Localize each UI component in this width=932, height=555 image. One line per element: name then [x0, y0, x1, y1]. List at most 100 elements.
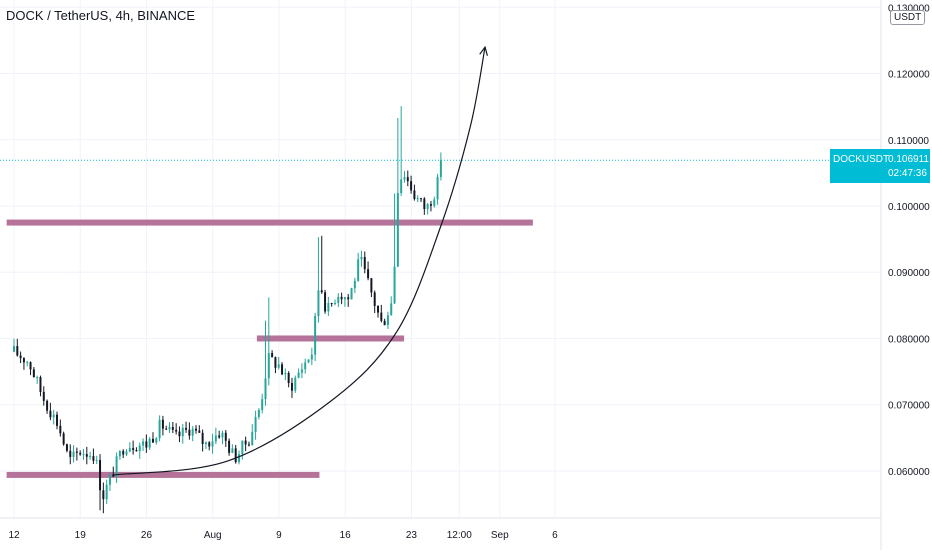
candle — [16, 346, 19, 356]
candle — [105, 484, 108, 500]
candle — [317, 290, 320, 317]
candle — [168, 426, 171, 430]
candle — [36, 377, 39, 379]
candle — [118, 450, 121, 457]
candle — [171, 426, 174, 430]
candle — [62, 433, 65, 445]
candle — [337, 296, 340, 303]
candle — [234, 448, 237, 463]
candle — [79, 452, 82, 455]
x-tick-label: 6 — [552, 530, 558, 541]
candle — [122, 450, 125, 455]
candle — [82, 454, 85, 456]
candle — [347, 297, 350, 300]
candle — [324, 292, 327, 312]
candle — [400, 179, 403, 194]
candle — [304, 362, 307, 370]
candle — [128, 448, 131, 452]
candle — [373, 292, 376, 306]
candle — [175, 429, 178, 432]
candle — [102, 490, 105, 500]
candle — [155, 438, 158, 443]
support-line — [6, 471, 320, 478]
candle — [320, 290, 323, 293]
x-tick-label: 16 — [340, 530, 352, 541]
candle — [426, 204, 429, 210]
candle — [247, 444, 250, 446]
candle — [380, 312, 383, 321]
candle — [353, 280, 356, 289]
candle — [52, 414, 55, 418]
candle — [211, 441, 214, 447]
candle — [423, 198, 426, 210]
candle — [49, 410, 52, 418]
candle — [132, 448, 135, 451]
y-tick-label: 0.080000 — [888, 334, 930, 345]
candle — [161, 419, 164, 429]
candle — [29, 362, 32, 370]
candle — [390, 303, 393, 316]
candle — [46, 400, 49, 411]
candle — [281, 364, 284, 375]
candle — [363, 257, 366, 270]
currency-badge[interactable]: USDT — [890, 10, 926, 25]
y-tick-label: 0.130000 — [888, 3, 930, 14]
candle — [115, 456, 118, 477]
candle — [410, 181, 413, 191]
candle — [251, 431, 254, 446]
candle — [314, 316, 317, 355]
candle — [65, 444, 68, 451]
x-tick-label: 19 — [75, 530, 87, 541]
last-price-label: 0.106911 — [888, 154, 929, 165]
candle — [135, 450, 138, 452]
candle — [125, 451, 128, 455]
y-tick-label: 0.090000 — [888, 268, 930, 279]
candle — [406, 177, 409, 182]
candle — [433, 199, 436, 206]
candle — [290, 383, 293, 391]
candle — [201, 432, 204, 445]
candle — [403, 177, 406, 180]
candle — [241, 440, 244, 455]
x-tick-label: 23 — [406, 530, 418, 541]
candle — [350, 288, 353, 300]
candle — [145, 441, 148, 448]
x-tick-label: 12 — [8, 530, 20, 541]
countdown-label: 02:47:36 — [888, 168, 927, 179]
candle — [112, 474, 115, 477]
candle — [42, 391, 45, 401]
candle — [19, 355, 22, 359]
candle — [32, 369, 35, 378]
candle — [95, 460, 98, 462]
candle — [244, 440, 247, 445]
candle — [261, 399, 264, 410]
candle — [300, 369, 303, 373]
x-tick-label: Sep — [491, 530, 509, 541]
candle — [218, 435, 221, 438]
symbol-label: DOCKUSDT — [833, 154, 890, 165]
candle — [138, 445, 141, 452]
candle — [254, 417, 257, 432]
candle — [99, 460, 102, 491]
candle — [340, 296, 343, 300]
candle — [429, 204, 432, 206]
candle — [208, 442, 211, 447]
candle — [13, 346, 15, 352]
candle — [439, 160, 442, 177]
candle — [238, 454, 241, 463]
candle — [188, 429, 191, 436]
candle — [357, 259, 360, 281]
candle — [75, 451, 78, 453]
candle — [277, 364, 280, 368]
candle — [271, 353, 274, 358]
chart-title: DOCK / TetherUS, 4h, BINANCE — [6, 8, 196, 23]
candle — [178, 431, 181, 437]
x-tick-label: Aug — [204, 530, 222, 541]
candle — [185, 427, 188, 430]
candle — [69, 450, 72, 457]
candle — [231, 448, 234, 453]
candle — [181, 427, 184, 437]
y-tick-label: 0.060000 — [888, 467, 930, 478]
